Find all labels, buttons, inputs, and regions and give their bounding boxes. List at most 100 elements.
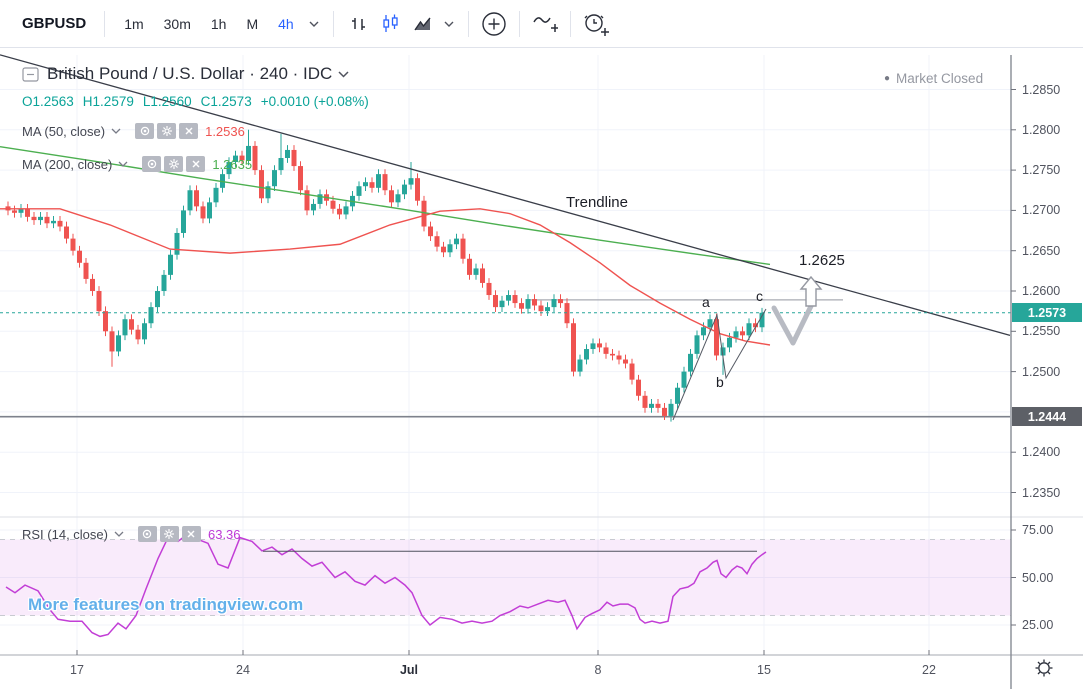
compare-plus-circle-icon — [482, 11, 506, 36]
axis-settings-button[interactable] — [1033, 657, 1055, 684]
candle-body — [421, 200, 427, 227]
ma200-legend-label[interactable]: MA (200, close) — [22, 156, 113, 172]
chart-type-chevron-down-icon[interactable] — [439, 7, 459, 41]
candle-body — [317, 194, 323, 204]
toolbar-divider — [467, 10, 469, 37]
candle-body — [330, 200, 336, 209]
wave-label-b[interactable]: b — [716, 374, 724, 390]
candle-body — [460, 238, 466, 259]
wave-abc-line[interactable] — [672, 308, 767, 421]
hide-button[interactable] — [135, 123, 155, 139]
pullback-arrow[interactable] — [771, 299, 816, 346]
settings-button[interactable] — [164, 156, 184, 172]
candle-body — [506, 295, 511, 301]
candle-body — [558, 299, 563, 304]
current-price-badge: 1.2573 — [1012, 303, 1082, 323]
alarm-clock-plus-icon — [584, 13, 609, 36]
candle-body — [714, 319, 719, 356]
candle-body — [512, 295, 518, 304]
ma50-legend-chevron-down-icon[interactable] — [111, 128, 121, 134]
price-axis-label: 1.2750 — [1022, 163, 1061, 178]
candle-body — [434, 236, 440, 247]
candle-body — [259, 170, 264, 199]
trendline-label[interactable]: Trendline — [566, 194, 628, 211]
interval-30m[interactable]: 30m — [163, 15, 191, 32]
toolbar-divider — [518, 10, 520, 37]
candle-body — [174, 232, 180, 255]
wave-label-c[interactable]: c — [756, 288, 763, 304]
rsi-legend-label[interactable]: RSI (14, close) — [22, 526, 108, 542]
rsi-axis-label: 75.00 — [1022, 523, 1054, 537]
rsi-legend-actions — [137, 526, 204, 542]
close-button[interactable] — [179, 123, 199, 139]
support-price-value: 1.2444 — [1027, 409, 1067, 424]
wave-label-a[interactable]: a — [702, 294, 710, 310]
close-button[interactable] — [186, 156, 206, 172]
candle-body — [519, 303, 524, 309]
interval-M[interactable]: M — [246, 15, 259, 32]
title-chevron-down-icon[interactable] — [338, 70, 349, 78]
close-value: C1.2573 — [200, 94, 252, 109]
candle-body — [701, 327, 706, 336]
candle-body — [304, 190, 310, 211]
interval-1m[interactable]: 1m — [124, 15, 144, 32]
candle-body — [181, 210, 186, 233]
indicators-icon — [533, 16, 558, 32]
candle-body — [168, 254, 173, 275]
close-icon — [192, 160, 200, 168]
candle-body — [343, 206, 349, 215]
settings-button[interactable] — [159, 526, 179, 542]
alert-button[interactable] — [580, 7, 612, 41]
symbol-button[interactable]: GBPUSD — [22, 15, 87, 32]
settings-icon — [161, 126, 172, 136]
ma200-legend-actions — [142, 156, 208, 172]
candle-body — [311, 203, 316, 211]
indicators-button[interactable] — [529, 7, 561, 41]
candle-body — [265, 186, 271, 199]
candle-body — [285, 149, 290, 159]
settings-button[interactable] — [157, 123, 177, 139]
rsi-line[interactable] — [5, 532, 767, 638]
hide-icon — [143, 529, 152, 539]
rsi-legend-value: 63.36 — [207, 526, 241, 542]
candle-body — [77, 250, 82, 263]
target-up-arrow[interactable] — [799, 275, 823, 307]
price-axis-label: 1.2350 — [1022, 485, 1061, 500]
candle-body — [226, 162, 232, 175]
interval-chevron-down-icon[interactable] — [304, 7, 324, 41]
rsi-axis-label: 50.00 — [1022, 570, 1054, 585]
hide-button[interactable] — [137, 526, 157, 542]
area-chart-type-button[interactable] — [407, 7, 439, 41]
candle-body — [64, 226, 69, 239]
candle-body — [499, 300, 505, 308]
interval-4h[interactable]: 4h — [278, 15, 294, 32]
chart-title[interactable]: British Pound / U.S. Dollar · 240 · IDC — [47, 64, 333, 83]
candle-body — [681, 371, 687, 388]
price-axis-label: 1.2550 — [1022, 324, 1061, 339]
ma200-line[interactable] — [0, 146, 771, 266]
time-axis-label: 22 — [922, 663, 936, 677]
interval-1h[interactable]: 1h — [210, 15, 227, 32]
time-axis-label: 8 — [594, 663, 602, 677]
close-button[interactable] — [181, 526, 201, 542]
candle-body — [538, 305, 544, 312]
candle-body — [636, 379, 641, 396]
ma50-legend-label[interactable]: MA (50, close) — [22, 123, 106, 139]
rsi-legend-chevron-down-icon[interactable] — [114, 531, 124, 537]
trendline[interactable] — [0, 54, 1011, 336]
ma200-legend-chevron-down-icon[interactable] — [118, 161, 128, 167]
candle-body — [116, 335, 121, 352]
hide-button[interactable] — [142, 156, 162, 172]
tradingview-watermark-link[interactable]: More features on tradingview.com — [28, 595, 304, 614]
candles-chart-type-button[interactable] — [375, 7, 407, 41]
bars-chart-type-button[interactable] — [343, 7, 375, 41]
ma50-line[interactable] — [0, 208, 771, 346]
candle-body — [207, 202, 212, 219]
candle-body — [694, 335, 700, 354]
price-target-label[interactable]: 1.2625 — [799, 252, 845, 269]
compare-button[interactable] — [478, 7, 510, 41]
candle-body — [272, 170, 277, 187]
legend-collapse-icon[interactable] — [22, 66, 39, 82]
